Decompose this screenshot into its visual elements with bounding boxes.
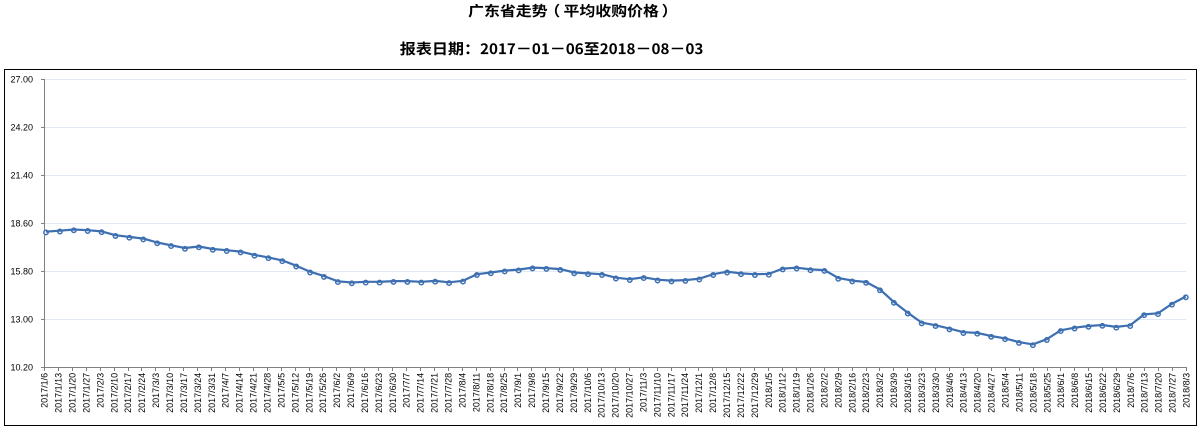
svg-text:2018/6/1: 2018/6/1 xyxy=(1056,373,1066,408)
svg-text:2018/1/26: 2018/1/26 xyxy=(806,373,816,413)
svg-text:2017/2/3: 2017/2/3 xyxy=(95,373,105,408)
svg-text:2017/7/7: 2017/7/7 xyxy=(402,373,412,408)
svg-text:2017/2/24: 2017/2/24 xyxy=(137,373,147,413)
svg-text:2017/6/30: 2017/6/30 xyxy=(388,373,398,413)
svg-text:2018/5/18: 2018/5/18 xyxy=(1028,373,1038,413)
svg-text:2018/4/27: 2018/4/27 xyxy=(987,373,997,413)
svg-text:2018/5/25: 2018/5/25 xyxy=(1042,373,1052,413)
svg-text:2017/1/27: 2017/1/27 xyxy=(82,373,92,413)
svg-text:2018/2/23: 2018/2/23 xyxy=(861,373,871,413)
svg-text:2018/7/13: 2018/7/13 xyxy=(1140,373,1150,413)
svg-text:2017/9/15: 2017/9/15 xyxy=(541,373,551,413)
svg-text:2017/7/21: 2017/7/21 xyxy=(430,373,440,413)
svg-text:18.60: 18.60 xyxy=(10,219,33,229)
svg-text:2018/3/9: 2018/3/9 xyxy=(889,373,899,408)
svg-text:2017/11/17: 2017/11/17 xyxy=(666,373,676,417)
svg-text:2017/6/23: 2017/6/23 xyxy=(374,373,384,413)
svg-text:2017/11/3: 2017/11/3 xyxy=(638,373,648,412)
svg-text:2017/2/10: 2017/2/10 xyxy=(109,373,119,413)
svg-text:2017/6/16: 2017/6/16 xyxy=(360,373,370,413)
svg-text:2018/6/29: 2018/6/29 xyxy=(1112,373,1122,413)
svg-text:2017/7/28: 2017/7/28 xyxy=(444,373,454,413)
svg-text:2017/1/13: 2017/1/13 xyxy=(54,373,64,413)
svg-text:2018/1/5: 2018/1/5 xyxy=(764,373,774,408)
svg-text:2018/3/30: 2018/3/30 xyxy=(931,373,941,413)
svg-text:2017/2/17: 2017/2/17 xyxy=(123,373,133,413)
svg-text:2017/11/10: 2017/11/10 xyxy=(652,373,662,417)
svg-text:24.20: 24.20 xyxy=(10,123,33,133)
svg-text:2018/5/4: 2018/5/4 xyxy=(1001,373,1011,408)
svg-text:2018/3/16: 2018/3/16 xyxy=(903,373,913,413)
svg-text:27.00: 27.00 xyxy=(10,75,33,85)
svg-text:2018/4/6: 2018/4/6 xyxy=(945,373,955,408)
svg-text:2017/1/20: 2017/1/20 xyxy=(68,373,78,413)
svg-text:2017/12/22: 2017/12/22 xyxy=(736,373,746,418)
svg-text:2017/11/24: 2017/11/24 xyxy=(680,373,690,417)
svg-text:2017/9/8: 2017/9/8 xyxy=(527,373,537,408)
svg-text:2017/9/1: 2017/9/1 xyxy=(513,373,523,408)
svg-text:2017/4/28: 2017/4/28 xyxy=(263,373,273,413)
svg-text:2017/8/4: 2017/8/4 xyxy=(457,373,467,408)
svg-text:2018/5/11: 2018/5/11 xyxy=(1014,373,1024,412)
svg-text:2017/12/1: 2017/12/1 xyxy=(694,373,704,413)
svg-text:2018/7/6: 2018/7/6 xyxy=(1126,373,1136,408)
svg-text:2018/6/8: 2018/6/8 xyxy=(1070,373,1080,408)
svg-text:2017/5/26: 2017/5/26 xyxy=(318,373,328,413)
svg-text:2017/6/9: 2017/6/9 xyxy=(346,373,356,408)
svg-text:2017/8/18: 2017/8/18 xyxy=(485,373,495,413)
svg-text:13.00: 13.00 xyxy=(10,315,33,325)
svg-text:2017/1/6: 2017/1/6 xyxy=(40,373,50,408)
svg-text:2017/9/22: 2017/9/22 xyxy=(555,373,565,413)
svg-text:2017/4/7: 2017/4/7 xyxy=(221,373,231,408)
svg-text:2017/12/15: 2017/12/15 xyxy=(722,373,732,418)
svg-text:2017/9/29: 2017/9/29 xyxy=(569,373,579,413)
svg-text:2018/4/13: 2018/4/13 xyxy=(959,373,969,413)
svg-text:2018/6/15: 2018/6/15 xyxy=(1084,373,1094,413)
svg-text:2017/10/6: 2017/10/6 xyxy=(583,373,593,413)
svg-text:2017/10/13: 2017/10/13 xyxy=(597,373,607,418)
svg-text:2018/3/2: 2018/3/2 xyxy=(875,373,885,408)
svg-text:2018/1/12: 2018/1/12 xyxy=(778,373,788,413)
svg-text:2018/3/23: 2018/3/23 xyxy=(917,373,927,413)
svg-text:2018/6/22: 2018/6/22 xyxy=(1098,373,1108,413)
svg-text:2017/12/8: 2017/12/8 xyxy=(708,373,718,413)
svg-text:2017/5/19: 2017/5/19 xyxy=(304,373,314,413)
svg-text:2017/4/21: 2017/4/21 xyxy=(249,373,259,413)
svg-text:2018/1/19: 2018/1/19 xyxy=(792,373,802,413)
svg-text:2018/2/2: 2018/2/2 xyxy=(820,373,830,408)
svg-text:2017/8/25: 2017/8/25 xyxy=(499,373,509,413)
svg-text:10.20: 10.20 xyxy=(10,363,33,373)
svg-text:2017/8/11: 2017/8/11 xyxy=(471,373,481,412)
svg-text:2018/7/27: 2018/7/27 xyxy=(1168,373,1178,413)
svg-text:21.40: 21.40 xyxy=(10,171,33,181)
svg-text:2017/12/29: 2017/12/29 xyxy=(750,373,760,418)
svg-text:2017/7/14: 2017/7/14 xyxy=(416,373,426,413)
svg-text:2018/2/16: 2018/2/16 xyxy=(847,373,857,413)
svg-text:2017/10/27: 2017/10/27 xyxy=(625,373,635,418)
svg-text:2017/3/3: 2017/3/3 xyxy=(151,373,161,408)
svg-text:2017/5/5: 2017/5/5 xyxy=(276,373,286,408)
svg-text:2017/5/12: 2017/5/12 xyxy=(290,373,300,413)
svg-text:2018/4/20: 2018/4/20 xyxy=(973,373,983,413)
svg-text:2017/3/10: 2017/3/10 xyxy=(165,373,175,413)
svg-text:2017/3/31: 2017/3/31 xyxy=(207,373,217,413)
svg-text:2017/4/14: 2017/4/14 xyxy=(235,373,245,413)
svg-text:2017/10/20: 2017/10/20 xyxy=(611,373,621,418)
svg-text:2018/8/3: 2018/8/3 xyxy=(1182,373,1192,408)
svg-text:2018/2/9: 2018/2/9 xyxy=(833,373,843,408)
svg-text:15.80: 15.80 xyxy=(10,267,33,277)
svg-text:2018/7/20: 2018/7/20 xyxy=(1154,373,1164,413)
svg-text:2017/3/24: 2017/3/24 xyxy=(193,373,203,413)
svg-text:2017/3/17: 2017/3/17 xyxy=(179,373,189,413)
svg-text:2017/6/2: 2017/6/2 xyxy=(332,373,342,408)
